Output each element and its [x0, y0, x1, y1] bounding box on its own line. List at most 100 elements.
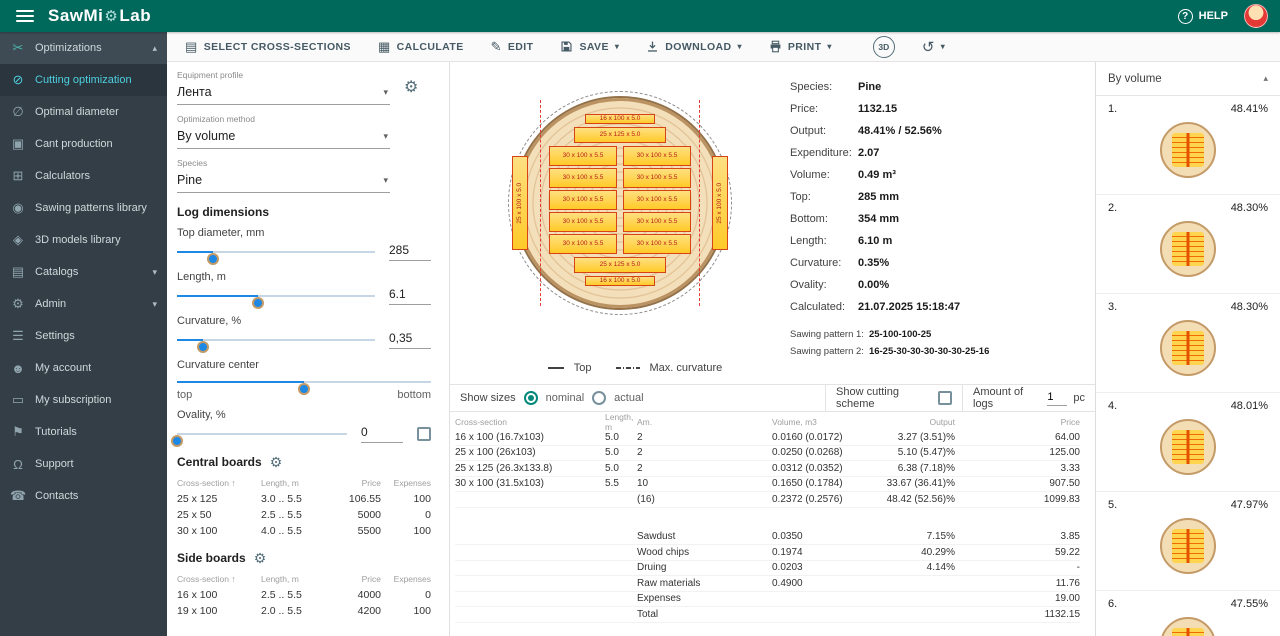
- variant-item[interactable]: 4. 48.01%: [1096, 393, 1280, 492]
- info-row: Output: 48.41% / 52.56%: [790, 120, 1090, 142]
- central-board-row[interactable]: 25 x 50 2.5 .. 5.5 5000 0: [177, 507, 431, 523]
- sidebar-item-contacts[interactable]: ☎ Contacts: [0, 480, 167, 512]
- show-cutting-scheme-checkbox[interactable]: [938, 391, 952, 405]
- table-row[interactable]: 16 x 100 (16.7x103) 5.0 2 0.0160 (0.0172…: [455, 430, 1080, 446]
- by-volume-title: By volume: [1108, 72, 1162, 85]
- central-board-row[interactable]: 25 x 125 3.0 .. 5.5 106.55 100: [177, 491, 431, 507]
- board[interactable]: 25 x 100 x 5.0: [512, 156, 528, 250]
- side-board-row[interactable]: 16 x 100 2.5 .. 5.5 4000 0: [177, 587, 431, 603]
- sidebar-item-support[interactable]: Ω Support: [0, 448, 167, 480]
- optimization-method-select[interactable]: By volume ▾: [177, 127, 390, 149]
- slider-thumb[interactable]: [171, 435, 183, 447]
- nominal-radio[interactable]: [523, 391, 538, 405]
- variant-item[interactable]: 2. 48.30%: [1096, 195, 1280, 294]
- list-icon: ▤: [185, 38, 198, 54]
- curvature-slider[interactable]: [177, 333, 375, 353]
- central-board-row[interactable]: 30 x 100 4.0 .. 5.5 5500 100: [177, 523, 431, 539]
- sidebar-item-catalogs[interactable]: ▤ Catalogs ▾: [0, 256, 167, 288]
- actual-label[interactable]: actual: [614, 392, 644, 404]
- view-3d-button[interactable]: 3D: [872, 35, 895, 58]
- variant-item[interactable]: 6. 47.55%: [1096, 591, 1280, 636]
- central-boards-table: Cross-section ↑ Length, m Price Expenses…: [177, 475, 431, 539]
- save-button[interactable]: SAVE ▾: [560, 40, 619, 53]
- sidebar-item-sawing-patterns-library[interactable]: ◉ Sawing patterns library: [0, 192, 167, 224]
- length-slider[interactable]: [177, 289, 375, 309]
- sidebar-item-optimal-diameter[interactable]: ∅ Optimal diameter: [0, 96, 167, 128]
- curvature-center-slider[interactable]: [177, 375, 431, 395]
- table-row[interactable]: 30 x 100 (31.5x103) 5.5 10 0.1650 (0.178…: [455, 477, 1080, 492]
- sidebar-item-my-account[interactable]: ☻ My account: [0, 352, 167, 384]
- top-diameter-input[interactable]: [389, 243, 431, 261]
- board[interactable]: 30 x 100 x 5.5: [623, 234, 691, 254]
- central-col-expenses[interactable]: Expenses: [393, 478, 431, 488]
- species-select[interactable]: Pine ▾: [177, 171, 390, 193]
- nominal-label[interactable]: nominal: [545, 392, 585, 404]
- board[interactable]: 16 x 100 x 5.0: [585, 276, 655, 286]
- board[interactable]: 30 x 100 x 5.5: [623, 190, 691, 210]
- board[interactable]: 30 x 100 x 5.5: [549, 190, 617, 210]
- top-diameter-slider[interactable]: [177, 245, 375, 265]
- sidebar-item-admin[interactable]: ⚙ Admin ▾: [0, 288, 167, 320]
- amount-of-logs-input[interactable]: [1047, 390, 1068, 406]
- slider-thumb[interactable]: [196, 341, 209, 353]
- board[interactable]: 25 x 125 x 5.0: [574, 257, 666, 273]
- select-cross-sections-button[interactable]: ▤ SELECT CROSS-SECTIONS: [185, 39, 351, 55]
- board[interactable]: 30 x 100 x 5.5: [549, 168, 617, 188]
- table-row[interactable]: (16) 0.2372 (0.2576) 48.42 (52.56)% 1099…: [455, 492, 1080, 508]
- print-button[interactable]: PRINT ▾: [769, 40, 832, 53]
- equipment-settings-gear-icon[interactable]: ⚙: [404, 79, 419, 96]
- sidebar-item-tutorials[interactable]: ⚑ Tutorials: [0, 416, 167, 448]
- slider-thumb[interactable]: [298, 383, 310, 395]
- table-row[interactable]: 25 x 125 (26.3x133.8) 5.0 2 0.0312 (0.03…: [455, 461, 1080, 477]
- sidebar-item-optimizations[interactable]: ✂ Optimizations ▴: [0, 32, 167, 64]
- slider-thumb[interactable]: [252, 297, 265, 309]
- board[interactable]: 30 x 100 x 5.5: [623, 168, 691, 188]
- summary-volume: 0.1974: [772, 546, 803, 558]
- board[interactable]: 30 x 100 x 5.5: [549, 212, 617, 232]
- board[interactable]: 30 x 100 x 5.5: [623, 212, 691, 232]
- sidebar-item-calculators[interactable]: ⊞ Calculators: [0, 160, 167, 192]
- sidebar-item-3d-models-library[interactable]: ◈ 3D models library: [0, 224, 167, 256]
- ovality-input[interactable]: [361, 425, 403, 443]
- side-board-row[interactable]: 19 x 100 2.0 .. 5.5 4200 100: [177, 603, 431, 619]
- board[interactable]: 25 x 125 x 5.0: [574, 127, 666, 143]
- variant-item[interactable]: 3. 48.30%: [1096, 294, 1280, 393]
- equipment-profile-select[interactable]: Лента ▾: [177, 83, 390, 105]
- slider-thumb[interactable]: [206, 253, 219, 265]
- by-volume-header[interactable]: By volume ▴: [1096, 62, 1280, 96]
- side-col-price[interactable]: Price: [361, 574, 381, 584]
- table-row[interactable]: 25 x 100 (26x103) 5.0 2 0.0250 (0.0268) …: [455, 446, 1080, 461]
- board[interactable]: 25 x 100 x 5.0: [712, 156, 728, 250]
- sidebar-item-settings[interactable]: ☰ Settings: [0, 320, 167, 352]
- info-value: 1132.15: [858, 103, 898, 115]
- curvature-input[interactable]: [389, 331, 431, 349]
- menu-icon[interactable]: [16, 10, 34, 22]
- calculate-button[interactable]: ▦ CALCULATE: [378, 39, 464, 55]
- board[interactable]: 30 x 100 x 5.5: [623, 146, 691, 166]
- sidebar-item-cutting-optimization[interactable]: ⊘ Cutting optimization: [0, 64, 167, 96]
- central-col-cross-section[interactable]: Cross-section ↑: [177, 478, 236, 488]
- help-button[interactable]: ? HELP: [1177, 8, 1228, 24]
- board[interactable]: 16 x 100 x 5.0: [585, 114, 655, 124]
- avatar[interactable]: [1244, 4, 1268, 28]
- actual-radio[interactable]: [592, 391, 607, 405]
- central-col-price[interactable]: Price: [361, 478, 381, 488]
- side-col-length[interactable]: Length, m: [261, 574, 299, 584]
- ovality-checkbox[interactable]: [417, 427, 431, 441]
- history-button[interactable]: ↺ ▾: [922, 38, 945, 56]
- side-boards-gear-icon[interactable]: ⚙: [253, 550, 267, 566]
- central-col-length[interactable]: Length, m: [261, 478, 299, 488]
- sidebar-item-cant-production[interactable]: ▣ Cant production: [0, 128, 167, 160]
- ovality-slider[interactable]: [171, 427, 347, 447]
- variant-item[interactable]: 5. 47.97%: [1096, 492, 1280, 591]
- variant-item[interactable]: 1. 48.41%: [1096, 96, 1280, 195]
- board[interactable]: 30 x 100 x 5.5: [549, 146, 617, 166]
- side-col-cross-section[interactable]: Cross-section ↑: [177, 574, 236, 584]
- board[interactable]: 30 x 100 x 5.5: [549, 234, 617, 254]
- central-boards-gear-icon[interactable]: ⚙: [269, 454, 283, 470]
- side-col-expenses[interactable]: Expenses: [393, 574, 431, 584]
- download-button[interactable]: DOWNLOAD ▾: [646, 40, 742, 53]
- edit-button[interactable]: ✎ EDIT: [491, 39, 534, 55]
- length-input[interactable]: [389, 287, 431, 305]
- sidebar-item-my-subscription[interactable]: ▭ My subscription: [0, 384, 167, 416]
